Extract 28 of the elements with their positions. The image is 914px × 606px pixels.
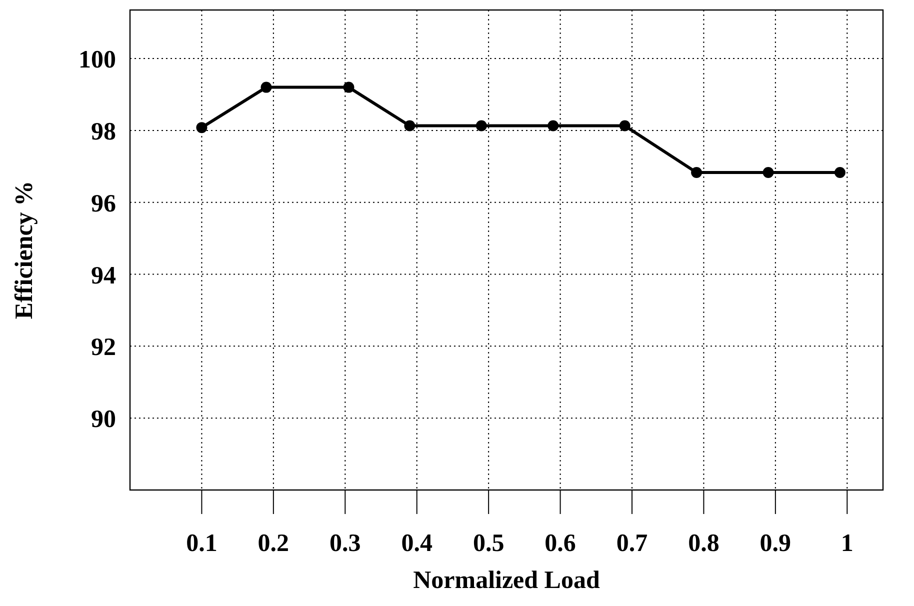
y-tick-label: 94 [91, 262, 116, 290]
x-tick-label: 1 [840, 530, 854, 557]
y-tick-label: 100 [78, 46, 116, 74]
x-tick-label: 0.8 [688, 530, 720, 557]
y-axis-title: Efficiency % [11, 180, 38, 320]
y-tick-label: 96 [91, 190, 116, 218]
point [404, 120, 416, 132]
point [762, 167, 774, 178]
x-tick-label: 0.9 [760, 530, 792, 557]
point [834, 167, 846, 178]
point [476, 120, 487, 132]
point [260, 82, 272, 93]
x-tick-label: 0.1 [186, 530, 218, 557]
y-tick-label: 90 [91, 406, 116, 434]
y-tick-label: 98 [91, 118, 116, 146]
point [196, 122, 208, 134]
x-tick-label: 0.7 [616, 530, 648, 557]
x-tick-label: 0.2 [258, 530, 290, 557]
y-tick-label: 92 [91, 334, 116, 362]
x-axis-title: Normalized Load [413, 567, 600, 594]
point [548, 120, 559, 132]
x-tick-label: 0.6 [544, 530, 576, 557]
x-tick-label: 0.5 [472, 530, 504, 557]
point [619, 120, 630, 132]
x-tick-label: 0.4 [401, 530, 433, 557]
point [691, 167, 702, 178]
point [343, 82, 354, 93]
x-tick-label: 0.3 [330, 530, 361, 557]
